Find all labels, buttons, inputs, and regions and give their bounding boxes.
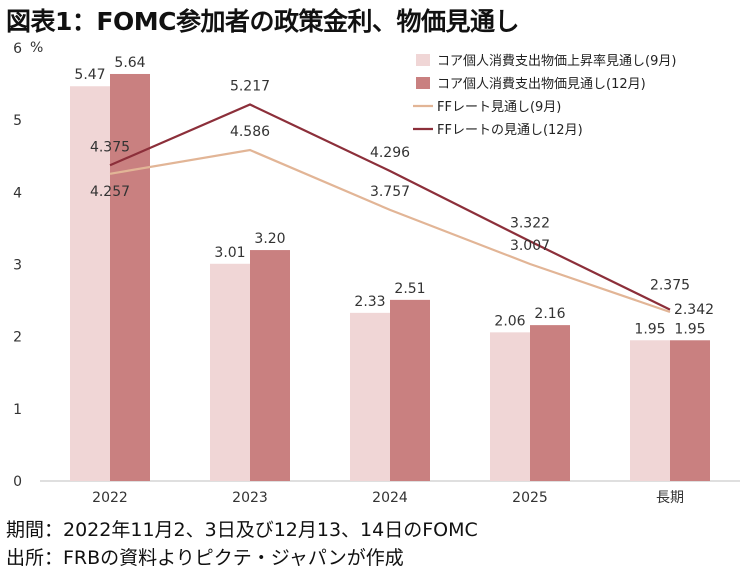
bar-value-label: 3.20 [254, 231, 285, 247]
legend-item: コア個人消費支出物価上昇率見通し(9月) [416, 53, 676, 69]
legend-label: FFレートの見通し(12月) [437, 123, 583, 138]
bar [250, 250, 290, 481]
bar [530, 325, 570, 481]
bar-value-label: 2.06 [494, 313, 525, 329]
bar [210, 263, 250, 481]
bar [390, 299, 430, 481]
footnote-period: 期間：2022年11月2、3日及び12月13、14日のFOMC [6, 519, 478, 541]
bars-group [70, 73, 710, 481]
chart-title: 図表1：FOMC参加者の政策金利、物価見通し [6, 7, 519, 36]
x-tick-label: 2024 [372, 490, 408, 506]
line-value-label: 3.007 [510, 238, 550, 254]
line-value-label: 4.586 [230, 124, 270, 140]
y-tick-label: 0 [13, 474, 22, 490]
bar [670, 340, 710, 481]
y-tick-label: 1 [13, 402, 22, 418]
legend-swatch [416, 54, 430, 66]
line-value-label: 3.757 [370, 184, 410, 200]
y-tick-label: 3 [13, 258, 22, 274]
bar [110, 73, 150, 481]
x-tick-label: 2023 [232, 490, 268, 506]
y-axis-unit: % [30, 40, 43, 56]
legend-label: FFレート見通し(9月) [437, 100, 561, 115]
footnote-source: 出所：FRBの資料よりピクテ・ジャパンが作成 [6, 547, 404, 569]
legend-label: コア個人消費支出物価見通し(12月) [437, 77, 646, 92]
legend-item: FFレート見通し(9月) [413, 100, 561, 115]
bar-value-label: 1.95 [634, 321, 665, 337]
y-axis-ticks: 0 1 2 3 4 5 6 [13, 41, 22, 490]
series-line [109, 148, 671, 314]
legend-swatch [416, 77, 430, 89]
line-value-label: 5.217 [230, 79, 270, 95]
bar [630, 340, 670, 481]
bar-value-label: 3.01 [214, 245, 245, 261]
legend-item: FFレートの見通し(12月) [413, 123, 583, 138]
lines-group [109, 103, 671, 314]
y-tick-label: 5 [13, 113, 22, 129]
bar-value-label: 5.47 [74, 67, 105, 83]
bar [490, 332, 530, 481]
x-tick-label: 2025 [512, 490, 548, 506]
bar [350, 312, 390, 481]
y-tick-label: 6 [13, 41, 22, 57]
data-labels-group: 5.47 3.01 2.33 2.06 1.95 5.64 3.20 2.51 2.16 1.95… [74, 55, 714, 337]
y-tick-label: 4 [13, 185, 22, 201]
y-tick-label: 2 [13, 330, 22, 346]
line-value-label: 4.375 [90, 139, 130, 155]
x-axis-ticks: 2022 2023 2024 2025 長期 [92, 490, 684, 506]
line-value-label: 3.322 [510, 215, 550, 231]
bar-value-label: 5.64 [114, 55, 145, 71]
legend: コア個人消費支出物価上昇率見通し(9月) コア個人消費支出物価見通し(12月) FF… [413, 53, 676, 138]
x-tick-label: 2022 [92, 490, 128, 506]
bar-value-label: 2.16 [534, 306, 565, 322]
line-value-label: 4.296 [370, 145, 410, 161]
bar-value-label: 2.33 [354, 294, 385, 310]
legend-label: コア個人消費支出物価上昇率見通し(9月) [437, 53, 676, 69]
bar-value-label: 2.51 [394, 281, 425, 297]
legend-item: コア個人消費支出物価見通し(12月) [416, 77, 646, 92]
x-tick-label: 長期 [656, 490, 684, 506]
line-value-label: 2.342 [674, 302, 714, 318]
line-value-label: 4.257 [90, 184, 130, 200]
bar-value-label: 1.95 [674, 321, 705, 337]
series-line [109, 103, 671, 311]
bar [70, 86, 110, 481]
line-value-label: 2.375 [650, 278, 690, 294]
